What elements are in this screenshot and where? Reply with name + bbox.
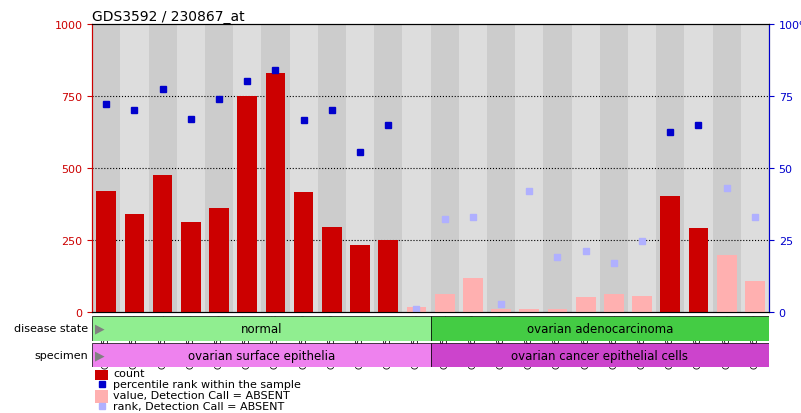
Bar (463, 279, 483, 312)
Bar (684, 25, 713, 312)
Bar (487, 25, 515, 312)
Text: ▶: ▶ (95, 322, 104, 335)
Bar (294, 193, 313, 312)
Bar (346, 25, 374, 312)
Text: percentile rank within the sample: percentile rank within the sample (113, 379, 301, 389)
Text: value, Detection Call = ABSENT: value, Detection Call = ABSENT (113, 390, 290, 400)
Bar (519, 309, 539, 312)
Bar (717, 256, 737, 312)
Bar (576, 297, 595, 312)
Bar (209, 209, 229, 312)
Bar (604, 294, 624, 312)
Bar (124, 214, 144, 312)
Text: count: count (113, 368, 145, 377)
Bar (548, 309, 567, 312)
Bar (318, 25, 346, 312)
Bar (430, 316, 769, 341)
Bar (459, 25, 487, 312)
Bar (515, 25, 543, 312)
Bar (148, 25, 177, 312)
Bar (181, 223, 201, 312)
Bar (628, 25, 656, 312)
Bar (153, 176, 172, 312)
Bar (120, 25, 148, 312)
Bar (745, 282, 765, 312)
Bar (96, 191, 116, 312)
Bar (374, 25, 402, 312)
Bar (543, 25, 572, 312)
Bar (266, 74, 285, 312)
Bar (713, 25, 741, 312)
Bar (92, 343, 430, 368)
Bar (322, 227, 342, 312)
Bar (435, 294, 454, 312)
Bar (95, 389, 107, 403)
Bar (95, 367, 107, 380)
Bar (289, 25, 318, 312)
Bar (632, 296, 652, 312)
Bar (656, 25, 684, 312)
Bar (237, 97, 257, 312)
Bar (402, 25, 430, 312)
Bar (177, 25, 205, 312)
Bar (378, 240, 398, 312)
Bar (407, 308, 426, 312)
Bar (205, 25, 233, 312)
Bar (92, 316, 430, 341)
Text: ovarian adenocarcinoma: ovarian adenocarcinoma (526, 322, 673, 335)
Bar (233, 25, 261, 312)
Bar (572, 25, 600, 312)
Text: ovarian surface epithelia: ovarian surface epithelia (187, 349, 335, 362)
Bar (261, 25, 289, 312)
Bar (660, 197, 680, 312)
Text: specimen: specimen (34, 350, 88, 360)
Bar (600, 25, 628, 312)
Bar (741, 25, 769, 312)
Bar (92, 25, 120, 312)
Text: normal: normal (240, 322, 282, 335)
Text: ▶: ▶ (95, 349, 104, 362)
Text: disease state: disease state (14, 323, 88, 333)
Bar (491, 309, 511, 312)
Text: rank, Detection Call = ABSENT: rank, Detection Call = ABSENT (113, 401, 284, 411)
Bar (689, 228, 708, 312)
Bar (430, 343, 769, 368)
Text: GDS3592 / 230867_at: GDS3592 / 230867_at (92, 10, 245, 24)
Bar (430, 25, 459, 312)
Text: ovarian cancer epithelial cells: ovarian cancer epithelial cells (511, 349, 688, 362)
Bar (350, 246, 370, 312)
